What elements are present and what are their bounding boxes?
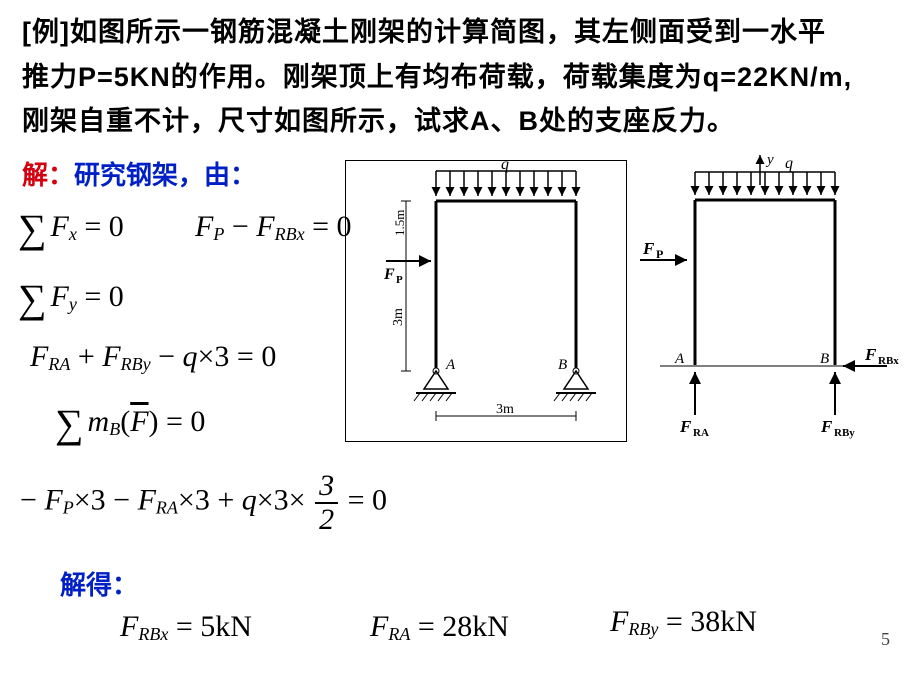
eq-sum-fy: ∑Fy = 0 — [18, 275, 124, 322]
svg-text:F: F — [820, 417, 833, 436]
eq-fy-balance: FRA + FRBy − q×3 = 0 — [30, 340, 276, 375]
fig-right-q: q — [785, 155, 793, 172]
solution-head-blue: 研究钢架，由： — [74, 160, 256, 190]
fig-left-a: A — [445, 357, 456, 373]
result-ra: FRA = 28kN — [370, 610, 509, 645]
eq-moment-balance: − FP×3 − FRA×3 + q×3× 32 = 0 — [20, 470, 387, 535]
svg-text:F: F — [383, 266, 395, 283]
problem-line-2: 推力P=5KN的作用。刚架顶上有均布荷载，荷载集度为q=22KN/m, — [22, 62, 852, 92]
problem-line-1: [例]如图所示一钢筋混凝土刚架的计算简图，其左侧面受到一水平 — [22, 17, 826, 47]
solution-heading: 解：研究钢架，由： — [22, 155, 256, 192]
fig-left-q: q — [501, 160, 509, 173]
eq-sum-moment: ∑mB(F) = 0 — [55, 400, 205, 447]
svg-text:RBy: RBy — [834, 427, 855, 439]
fig-right-b: B — [820, 351, 829, 367]
result-heading: 解得： — [60, 565, 138, 602]
eq-sum-fx: ∑Fx = 0 — [18, 205, 124, 252]
figure-left: q F P 1.5m 3m A B 3m — [345, 160, 627, 442]
svg-text:P: P — [396, 274, 403, 286]
svg-text:F: F — [642, 239, 655, 258]
fig-left-b: B — [558, 357, 567, 373]
page-number: 5 — [881, 629, 890, 650]
problem-line-3: 刚架自重不计，尺寸如图所示，试求A、B处的支座反力。 — [22, 106, 735, 136]
problem-statement: [例]如图所示一钢筋混凝土刚架的计算简图，其左侧面受到一水平 推力P=5KN的作… — [22, 10, 902, 144]
eq-fx-balance: FP − FRBx = 0 — [195, 210, 351, 245]
svg-text:F: F — [679, 417, 692, 436]
result-rby: FRBy = 38kN — [610, 605, 757, 640]
svg-text:RBx: RBx — [878, 355, 899, 367]
svg-text:P: P — [656, 247, 663, 261]
fig-right-a: A — [674, 351, 685, 367]
fig-left-dim-top: 1.5m — [392, 210, 407, 236]
solution-head-red: 解： — [22, 160, 74, 190]
svg-text:y: y — [765, 152, 774, 168]
result-rbx: FRBx = 5kN — [120, 610, 252, 645]
svg-text:RA: RA — [693, 427, 709, 439]
fig-left-dim-bot: 3m — [496, 402, 514, 417]
svg-text:F: F — [864, 345, 877, 364]
figure-right: y q F P A B FRA FRBy FRBx — [625, 150, 905, 440]
fig-left-dim-mid: 3m — [391, 308, 406, 326]
